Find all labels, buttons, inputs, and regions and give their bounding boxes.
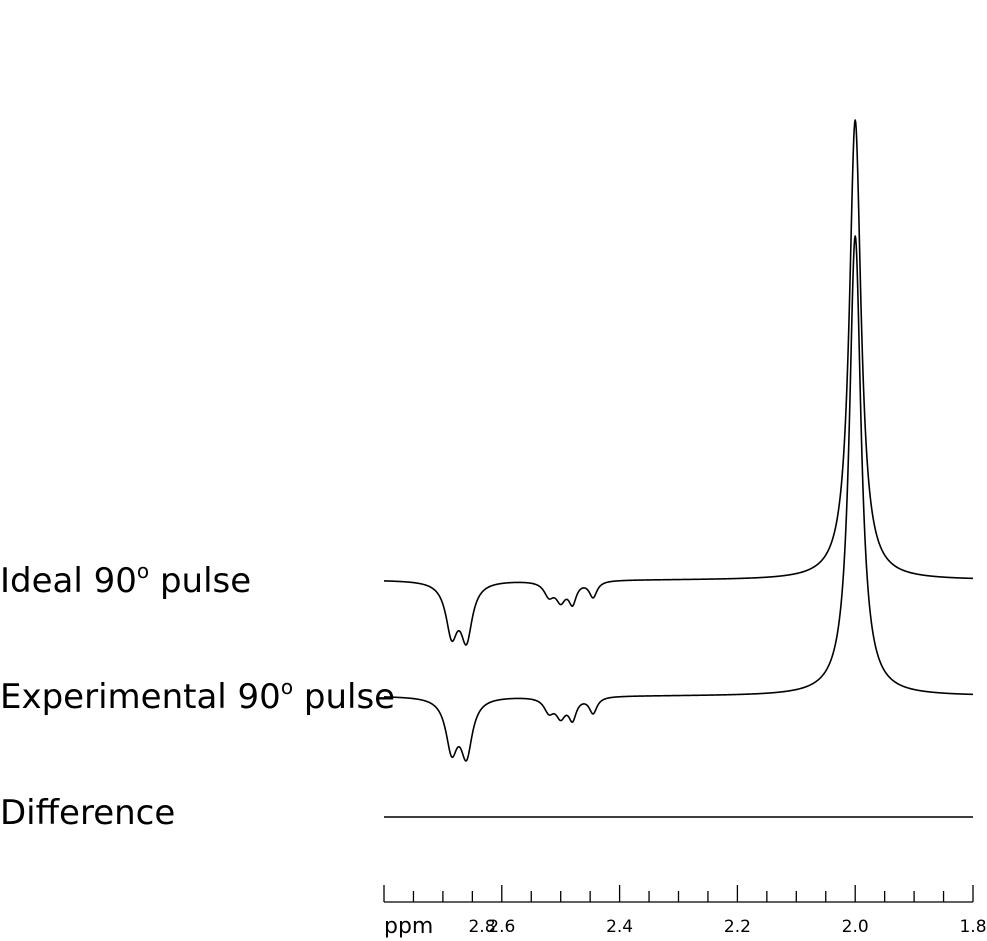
label-difference: Difference <box>0 793 175 833</box>
tick-label: 1.8 <box>959 917 986 937</box>
x-axis-unit: ppm <box>384 914 433 939</box>
tick-label: 2.2 <box>724 917 751 937</box>
traces-group <box>383 119 974 818</box>
label-experimental: Experimental 90o pulse <box>0 675 395 717</box>
tick-label: 2.0 <box>842 917 869 937</box>
tick-label: 2.8 <box>468 917 495 937</box>
trace-ideal <box>383 119 974 646</box>
tick-label: 2.4 <box>606 917 633 937</box>
trace-experimental <box>383 235 974 762</box>
tick-label: 2.6 <box>488 917 515 937</box>
x-axis: ppm 2.82.6 2.4 2.2 2.0 1.8 <box>383 885 987 939</box>
label-ideal: Ideal 90o pulse <box>0 559 251 601</box>
